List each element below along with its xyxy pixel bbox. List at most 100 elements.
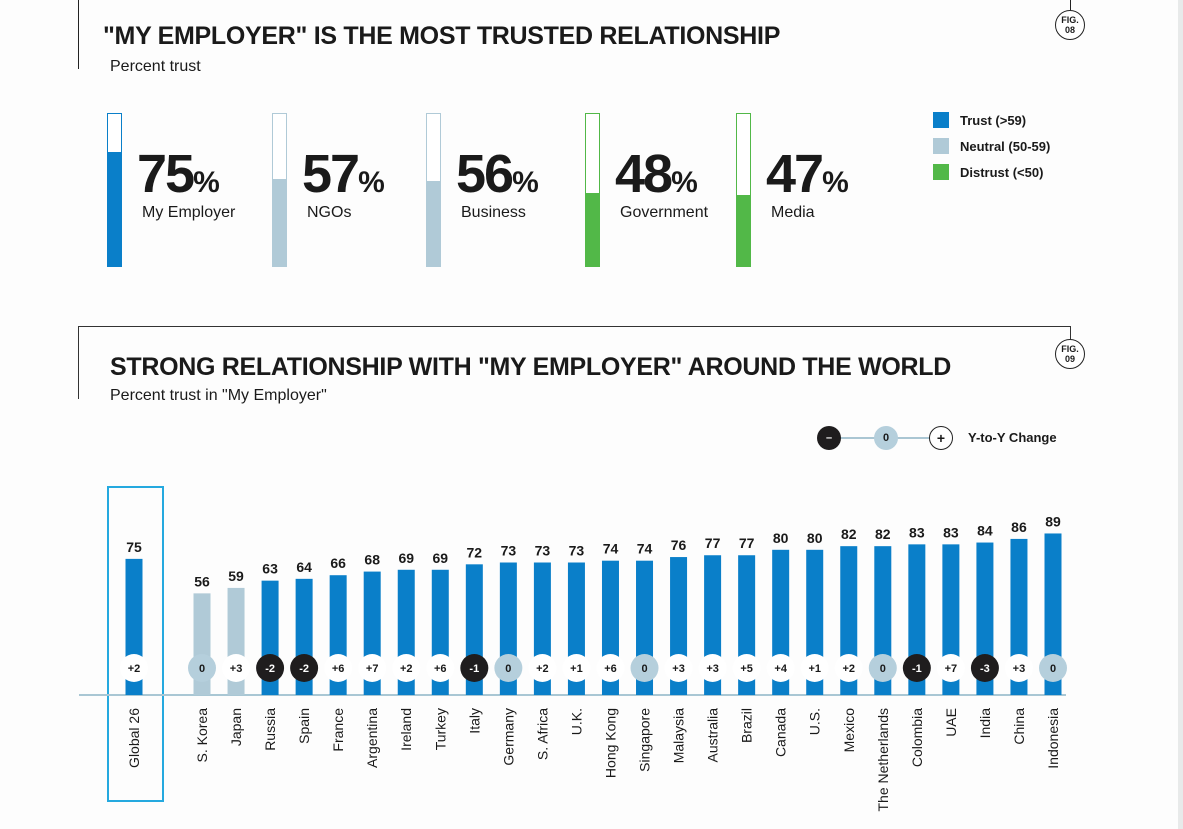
yoy-change-label: +1: [808, 663, 821, 675]
fig08-badge-stem: [1070, 0, 1071, 10]
yoy-change-label: +3: [706, 663, 719, 675]
yoy-positive-marker: [1004, 654, 1033, 682]
kpi-gauge-fill: [586, 193, 599, 266]
bar-indonesia: [1044, 533, 1062, 695]
yoy-positive-marker: [358, 654, 387, 682]
value-label: 69: [398, 550, 414, 566]
category-label: Canada: [773, 708, 789, 757]
kpi-number: 57: [302, 144, 360, 204]
yoy-positive-marker: [426, 654, 455, 682]
right-edge-strip: [1178, 0, 1183, 829]
fig09-badge-fig: FIG.: [1061, 344, 1079, 354]
category-label: S. Korea: [194, 708, 210, 763]
category-label: Colombia: [909, 708, 925, 767]
yoy-negative-marker: [970, 654, 999, 682]
yoy-change-label: -3: [980, 663, 990, 675]
yoy-positive-marker: [936, 654, 965, 682]
yoy-change-label: +7: [366, 663, 379, 675]
yoy-change-label: +5: [740, 663, 753, 675]
kpi-gauge-fill: [427, 180, 440, 266]
category-label: Mexico: [841, 708, 857, 753]
kpi-percent-sign: %: [671, 166, 698, 199]
yoy-change-label: +2: [536, 663, 549, 675]
minus-icon: –: [817, 426, 841, 450]
kpi-value: 57%: [302, 147, 385, 210]
category-label: The Netherlands: [875, 708, 891, 812]
legend-swatch-neutral: [933, 138, 949, 154]
yoy-positive-marker: [528, 654, 557, 682]
category-label: Indonesia: [1045, 708, 1061, 769]
value-label: 76: [671, 537, 687, 553]
kpi-label: Business: [461, 204, 526, 221]
category-label: Russia: [262, 708, 278, 751]
legend-label: Trust (>59): [960, 112, 1027, 128]
yoy-change-label: +6: [434, 663, 447, 675]
trust-legend: Trust (>59) Neutral (50-59) Distrust (<5…: [933, 107, 1050, 185]
category-label: Japan: [228, 708, 244, 746]
kpi-number: 56: [456, 144, 514, 204]
legend-label: Distrust (<50): [960, 164, 1044, 180]
kpi-gauge-fill: [273, 179, 286, 266]
yoy-change-label: +1: [570, 663, 583, 675]
value-label: 83: [943, 524, 959, 540]
value-label: 77: [739, 535, 755, 551]
yoy-negative-marker: [460, 654, 489, 682]
fig09-subtitle: Percent trust in "My Employer": [110, 387, 327, 404]
fig08-subtitle: Percent trust: [110, 58, 201, 75]
category-label: Singapore: [637, 708, 653, 772]
value-label: 82: [841, 526, 857, 542]
yoy-positive-marker: [834, 654, 863, 682]
yoy-zero-marker: [868, 654, 897, 682]
value-label: 82: [875, 526, 891, 542]
kpi-label: My Employer: [142, 204, 236, 221]
legend-swatch-trust: [933, 112, 949, 128]
kpi-value: 75%: [137, 147, 220, 210]
kpi-value: 48%: [615, 147, 698, 210]
yoy-change-label: +3: [1013, 663, 1026, 675]
yoy-change-label: 0: [505, 663, 511, 675]
category-label: Italy: [466, 708, 482, 734]
kpi-label: Media: [771, 204, 815, 221]
yoy-change-label: 0: [1050, 663, 1056, 675]
value-label: 73: [535, 543, 551, 559]
yoy-change-label: +6: [332, 663, 345, 675]
value-label: 56: [194, 573, 210, 589]
legend-item-neutral: Neutral (50-59): [933, 133, 1050, 159]
category-label: Spain: [296, 708, 312, 744]
value-label: 84: [977, 523, 993, 539]
kpi-percent-sign: %: [358, 166, 385, 199]
value-label: 69: [432, 550, 448, 566]
kpi-label: NGOs: [307, 204, 352, 221]
category-label: U.S.: [807, 708, 823, 735]
yoy-change-label: 0: [880, 663, 886, 675]
fig08-title: "MY EMPLOYER" IS THE MOST TRUSTED RELATI…: [103, 22, 781, 50]
yoy-positive-marker: [222, 654, 251, 682]
value-label: 80: [773, 530, 789, 546]
yoy-positive-marker: [596, 654, 625, 682]
zero-icon: 0: [874, 426, 898, 450]
yoy-positive-marker: [800, 654, 829, 682]
yoy-positive-marker: [664, 654, 693, 682]
category-label: China: [1011, 708, 1027, 745]
fig09-frame-top-line: [78, 326, 1070, 327]
value-label: 63: [262, 561, 278, 577]
fig09-badge-stem: [1070, 326, 1071, 339]
legend-item-trust: Trust (>59): [933, 107, 1050, 133]
yoy-change-label: -1: [912, 663, 922, 675]
yoy-negative-marker: [256, 654, 285, 682]
kpi-gauge-fill: [108, 152, 121, 266]
plus-icon: +: [929, 426, 953, 450]
yoy-zero-marker: [1039, 654, 1067, 682]
kpi-gauge: [272, 113, 287, 267]
value-label: 77: [705, 535, 721, 551]
value-label: 83: [909, 524, 925, 540]
value-label: 75: [126, 539, 142, 555]
yoy-positive-marker: [562, 654, 591, 682]
category-label: France: [330, 708, 346, 752]
yoy-change-label: 0: [641, 663, 647, 675]
value-label: 59: [228, 568, 244, 584]
category-label: Australia: [705, 708, 721, 763]
value-label: 73: [569, 543, 585, 559]
kpi-value: 56%: [456, 147, 539, 210]
category-label: Germany: [500, 708, 516, 766]
